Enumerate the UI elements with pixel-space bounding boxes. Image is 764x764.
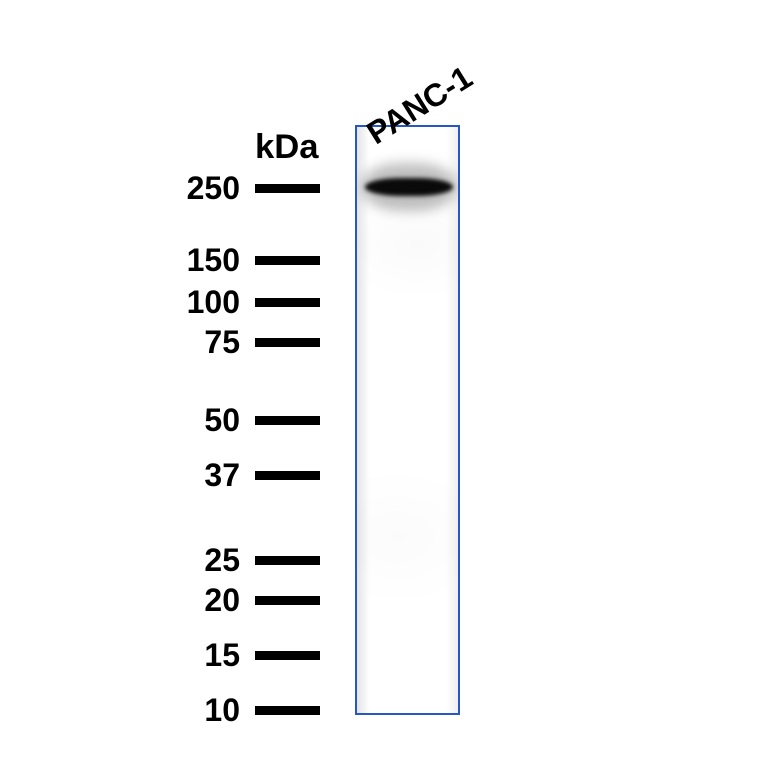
marker-dash-150 bbox=[255, 256, 320, 265]
marker-value-250: 250 bbox=[187, 170, 240, 207]
marker-dash-37 bbox=[255, 471, 320, 480]
marker-value-15: 15 bbox=[204, 637, 240, 674]
main-band-250kDa bbox=[365, 178, 453, 196]
marker-value-25: 25 bbox=[204, 542, 240, 579]
marker-dash-100 bbox=[255, 298, 320, 307]
marker-value-100: 100 bbox=[187, 284, 240, 321]
lane-noise bbox=[357, 127, 458, 713]
marker-dash-250 bbox=[255, 184, 320, 193]
lane-left-shade bbox=[357, 127, 371, 713]
marker-value-150: 150 bbox=[187, 242, 240, 279]
unit-label-kda: kDa bbox=[255, 128, 319, 167]
lane-right-shade bbox=[444, 127, 458, 713]
marker-dash-15 bbox=[255, 651, 320, 660]
marker-value-50: 50 bbox=[204, 402, 240, 439]
marker-value-20: 20 bbox=[204, 582, 240, 619]
marker-value-75: 75 bbox=[204, 324, 240, 361]
blot-lane bbox=[355, 125, 460, 715]
marker-dash-25 bbox=[255, 556, 320, 565]
marker-dash-75 bbox=[255, 338, 320, 347]
marker-dash-10 bbox=[255, 706, 320, 715]
marker-value-10: 10 bbox=[204, 692, 240, 729]
marker-dash-20 bbox=[255, 596, 320, 605]
marker-dash-50 bbox=[255, 416, 320, 425]
marker-value-37: 37 bbox=[204, 457, 240, 494]
western-blot-figure: kDa PANC-1 25015010075503725201510 bbox=[0, 0, 764, 764]
